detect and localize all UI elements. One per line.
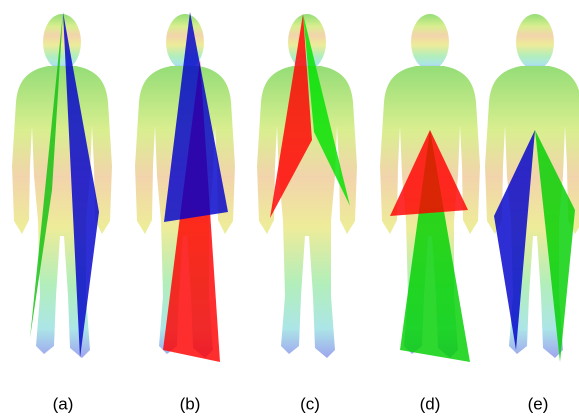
caption: (e)	[528, 394, 549, 413]
mesh-body	[12, 14, 112, 358]
caption: (b)	[180, 394, 201, 413]
figure: (a) (b) (c) (d) (e)	[0, 0, 579, 418]
caption: (c)	[300, 394, 320, 413]
caption: (a)	[53, 394, 74, 413]
page: (a) (b) (c) (d) (e) (() => { const data …	[0, 0, 579, 418]
caption: (d)	[420, 394, 441, 413]
